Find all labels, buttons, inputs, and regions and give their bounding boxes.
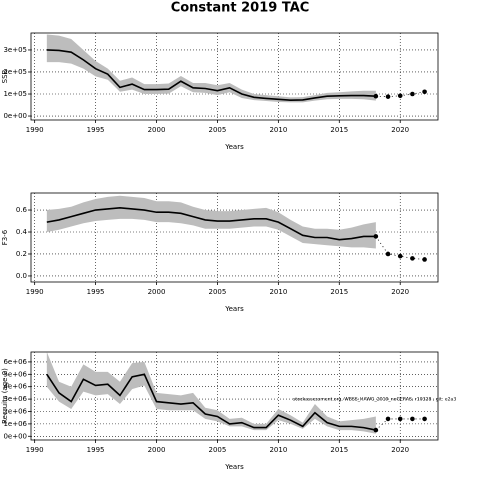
plot-frame [30, 192, 439, 283]
plot-area [46, 352, 427, 434]
x-tick-label: 2020 [391, 126, 409, 134]
x-axis-label: Years [224, 463, 244, 471]
x-axis-label: Years [224, 305, 244, 313]
y-tick-label: 3e+06 [3, 395, 27, 403]
figure-title: Constant 2019 TAC [171, 1, 310, 16]
x-tick-label: 2015 [330, 288, 348, 296]
projection-point [373, 234, 379, 239]
y-tick-label: 0e+00 [3, 112, 27, 120]
y-tick-label: 1e+06 [3, 420, 27, 428]
x-tick-label: 2010 [269, 126, 287, 134]
projection-point [385, 416, 391, 422]
annotation: stockassessment.org, WBSS_HAWG_2019_noGE… [293, 397, 456, 403]
projection-point [410, 256, 415, 261]
projection-point [373, 93, 379, 99]
projection-point [422, 89, 427, 95]
y-tick-label: 4e+06 [3, 383, 27, 391]
x-tick-label: 2000 [148, 446, 166, 454]
confidence-band [46, 352, 376, 434]
projection-point [385, 94, 391, 99]
plot-frame [30, 351, 439, 441]
x-tick-label: 2005 [209, 126, 227, 134]
x-tick-label: 1995 [87, 446, 105, 454]
y-axis-label: F3-6 [1, 229, 9, 245]
y-tick-label: 0e+00 [3, 432, 27, 440]
x-tick-label: 2015 [330, 126, 348, 134]
y-axis-label: SSB [1, 69, 9, 83]
y-axis-label: Recruits (age 0) [1, 368, 9, 424]
x-tick-label: 2020 [391, 446, 409, 454]
y-tick-label: 6e+06 [3, 358, 27, 366]
plot-area [46, 34, 427, 103]
y-tick-label: 0.4 [16, 228, 28, 236]
x-tick-label: 2000 [148, 126, 166, 134]
x-axis-label: Years [224, 143, 244, 151]
plot-frame [30, 32, 439, 121]
x-tick-label: 1995 [87, 288, 105, 296]
projection-point [373, 427, 379, 433]
x-tick-label: 2010 [269, 288, 287, 296]
y-tick-label: 5e+06 [3, 370, 27, 378]
x-tick-label: 2010 [269, 446, 287, 454]
projection-point [422, 416, 427, 422]
y-tick-label: 0.0 [16, 272, 27, 280]
projection-point [410, 416, 415, 422]
estimate-line [46, 49, 376, 101]
projection-point [397, 416, 403, 422]
x-tick-label: 1990 [26, 288, 44, 296]
x-tick-label: 2005 [209, 288, 227, 296]
y-tick-label: 1e+05 [3, 90, 27, 98]
y-tick-label: 2e+06 [3, 407, 27, 415]
projection-point [397, 253, 403, 259]
projection-point [385, 251, 391, 257]
estimate-line [46, 207, 376, 241]
projection-point [410, 91, 415, 97]
y-tick-label: 2e+05 [3, 68, 27, 76]
x-tick-label: 2020 [391, 288, 409, 296]
x-tick-label: 2015 [330, 446, 348, 454]
y-tick-label: 0.2 [16, 250, 27, 258]
plot-area [46, 195, 427, 262]
confidence-band [46, 195, 376, 249]
x-tick-label: 2000 [148, 288, 166, 296]
x-tick-label: 1995 [87, 126, 105, 134]
x-tick-label: 1990 [26, 126, 44, 134]
y-tick-label: 0.6 [16, 206, 28, 214]
estimate-line [46, 373, 377, 431]
y-tick-label: 3e+05 [3, 46, 27, 54]
projection-point [422, 257, 427, 262]
projection-point [397, 93, 403, 99]
x-tick-label: 2005 [209, 446, 227, 454]
x-tick-label: 1990 [26, 446, 44, 454]
